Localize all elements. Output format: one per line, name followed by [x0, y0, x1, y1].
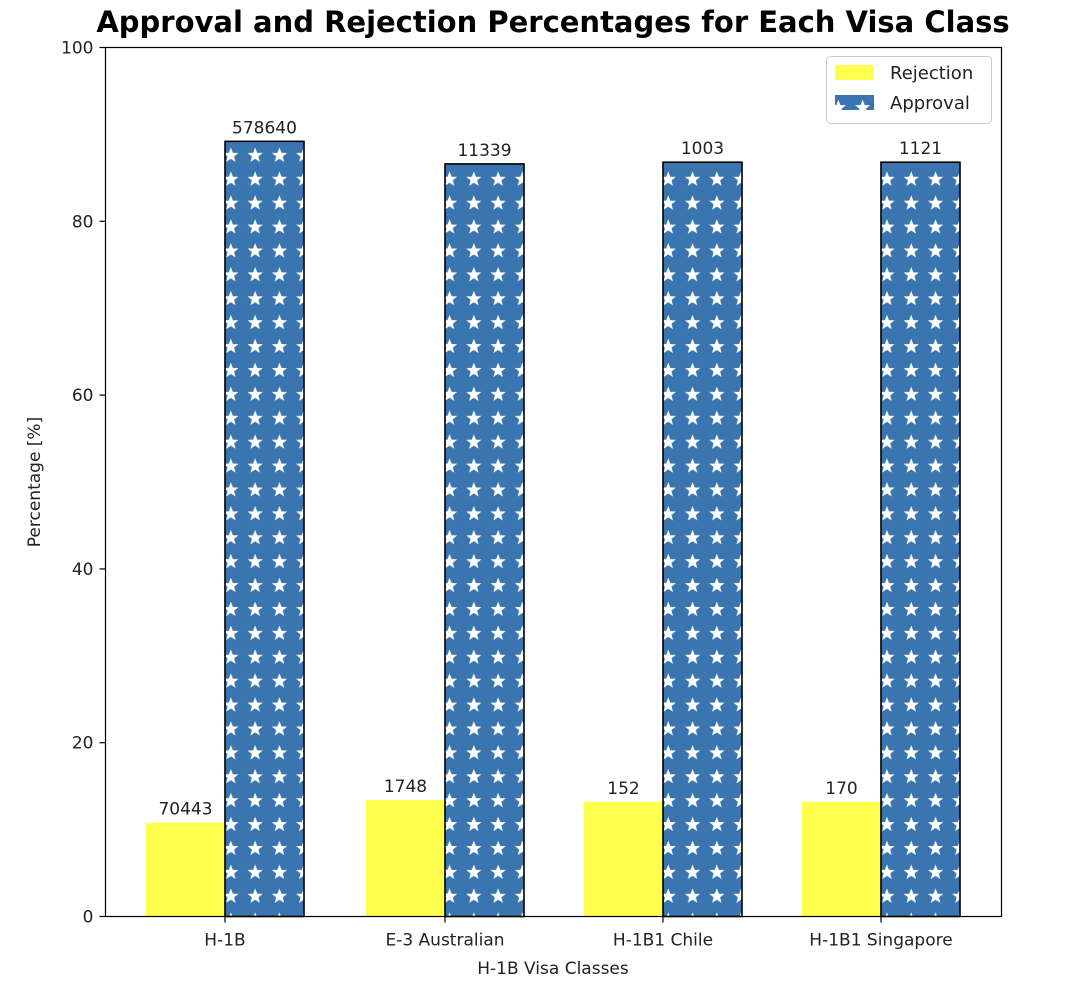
- data-label-rejection-2: 152: [607, 779, 639, 799]
- bars-layer: [146, 140, 961, 918]
- legend-swatch-rejection: [835, 65, 874, 80]
- data-label-rejection-3: 170: [825, 779, 857, 799]
- y-tick-label: 60: [72, 386, 94, 406]
- y-tick-label: 20: [72, 734, 94, 754]
- y-tick-label: 80: [72, 212, 94, 232]
- x-tick-label: H-1B1 Chile: [613, 931, 713, 951]
- bar-rejection-3: [802, 801, 881, 917]
- data-label-approval-1: 11339: [457, 141, 511, 161]
- data-label-rejection-0: 70443: [158, 800, 212, 820]
- bar-approval-1: [444, 163, 525, 918]
- x-axis-ticks: H-1B E-3 Australian H-1B1 Chile H-1B1 Singa…: [204, 916, 953, 951]
- data-label-approval-0: 578640: [232, 118, 297, 138]
- y-tick-label: 40: [72, 560, 94, 580]
- data-labels-layer: 70443 578640 1748 11339 152 1003 170 1121: [158, 118, 942, 819]
- data-label-approval-2: 1003: [681, 139, 724, 159]
- plot-frame: [104, 46, 1003, 918]
- x-tick-label: E-3 Australian: [385, 931, 504, 951]
- bar-approval-0: [224, 140, 305, 918]
- x-tick-label: H-1B1 Singapore: [809, 931, 952, 951]
- legend-label-approval: Approval: [890, 93, 970, 114]
- y-axis-ticks: 0 20 40 60 80 100: [61, 39, 106, 928]
- bar-approval-2: [662, 161, 743, 918]
- bar-approval-3: [880, 161, 961, 918]
- legend-label-rejection: Rejection: [890, 63, 973, 84]
- x-axis-label: H-1B Visa Classes: [477, 959, 629, 979]
- x-tick-label: H-1B: [204, 931, 245, 951]
- legend: Rejection Approval: [826, 56, 992, 124]
- data-label-rejection-1: 1748: [384, 777, 427, 797]
- chart-title: Approval and Rejection Percentages for E…: [96, 5, 1009, 39]
- bar-rejection-1: [366, 800, 445, 917]
- y-axis-label: Percentage [%]: [25, 417, 45, 547]
- bar-rejection-0: [146, 822, 225, 917]
- legend-swatch-approval: [835, 95, 874, 110]
- bar-rejection-2: [584, 801, 663, 917]
- data-label-approval-3: 1121: [899, 139, 942, 159]
- y-tick-label: 100: [61, 39, 93, 59]
- y-tick-label: 0: [83, 908, 94, 928]
